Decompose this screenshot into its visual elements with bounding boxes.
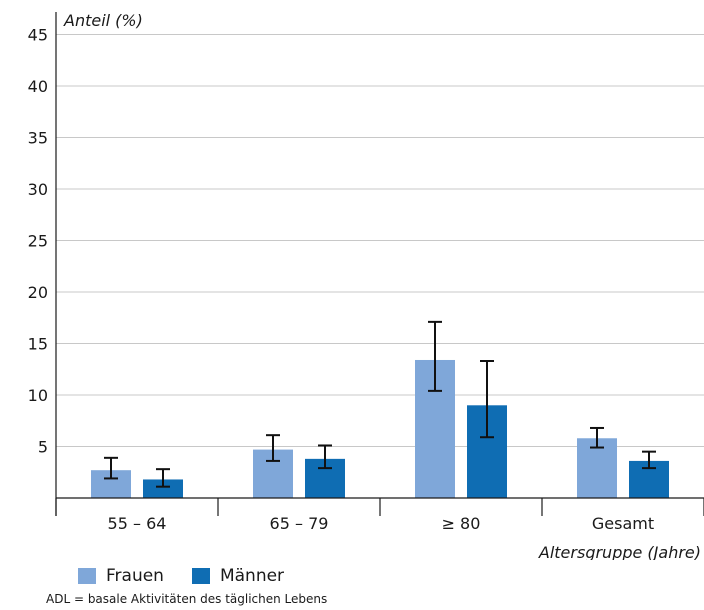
x-tick-label-3: Gesamt — [592, 514, 654, 533]
footnote: ADL = basale Aktivitäten des täglichen L… — [46, 592, 328, 606]
y-tick-label-45: 45 — [28, 26, 48, 45]
legend-swatch-frauen — [78, 568, 96, 584]
y-tick-label-35: 35 — [28, 129, 48, 148]
y-tick-label-20: 20 — [28, 283, 48, 302]
x-tick-label-1: 65 – 79 — [270, 514, 329, 533]
legend: Frauen Männer — [78, 566, 284, 586]
y-tick-label-10: 10 — [28, 386, 48, 405]
y-axis-title: Anteil (%) — [63, 11, 143, 30]
gridlines — [56, 34, 704, 447]
x-axis-title: Altersgruppe (Jahre) — [538, 543, 701, 560]
legend-label-frauen: Frauen — [106, 566, 164, 586]
legend-item-frauen: Frauen — [78, 566, 164, 586]
error-bars — [104, 320, 656, 488]
x-tick-label-2: ≥ 80 — [442, 514, 481, 533]
bars — [91, 359, 669, 498]
y-tick-labels: 5 10 15 20 25 30 35 40 45 — [28, 26, 48, 457]
axes — [55, 12, 704, 516]
legend-swatch-maenner — [191, 568, 210, 584]
legend-label-maenner: Männer — [219, 566, 285, 586]
y-tick-label-40: 40 — [28, 77, 48, 96]
y-tick-label-15: 15 — [28, 335, 48, 354]
x-tick-labels: 55 – 64 65 – 79 ≥ 80 Gesamt — [108, 514, 655, 533]
y-tick-label-5: 5 — [38, 438, 48, 457]
y-tick-label-30: 30 — [28, 180, 48, 199]
bar-chart: 5 10 15 20 25 30 35 40 45 55 – 64 65 – 79 ≥ 80 Gesa… — [28, 11, 704, 560]
x-tick-label-0: 55 – 64 — [108, 514, 167, 533]
y-tick-label-25: 25 — [28, 232, 48, 251]
legend-item-maenner: Männer — [191, 566, 285, 586]
bar-1-0 — [143, 479, 183, 498]
